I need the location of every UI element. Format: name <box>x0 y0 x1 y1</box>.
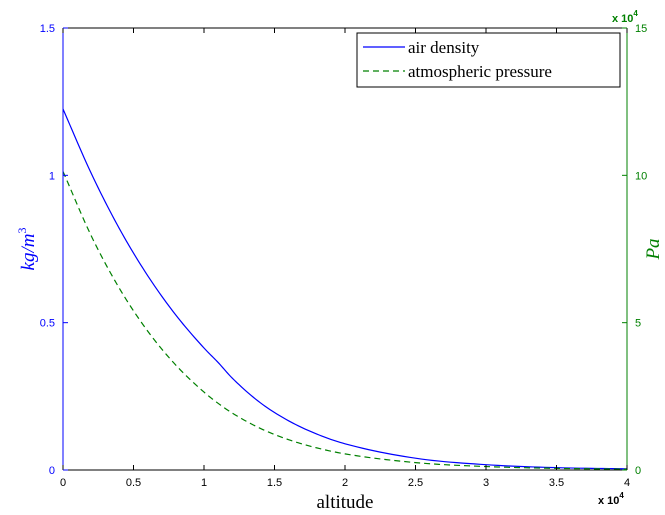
left-y-axis-label-base: kg/m <box>18 234 39 271</box>
x-tick-label: 4 <box>624 477 630 489</box>
x-tick-label: 2.5 <box>408 477 423 489</box>
right-y-axis-label: Pa <box>643 238 664 260</box>
right-axis-exponent-base: x 10 <box>612 13 633 25</box>
right-axis-exponent: x 104 <box>612 9 638 25</box>
x-tick-label: 1 <box>201 477 207 489</box>
left-y-tick-label: 1.5 <box>40 23 55 35</box>
x-tick-label: 0 <box>60 477 66 489</box>
right-y-tick-label: 15 <box>635 23 647 35</box>
left-y-axis-label-sup: 3 <box>15 228 29 234</box>
left-y-tick-label: 0 <box>49 465 55 477</box>
right-axis-exponent-power: 4 <box>633 9 638 18</box>
left-y-tick-label: 0.5 <box>40 318 55 330</box>
legend-label-air-density: air density <box>408 38 480 57</box>
plot-area <box>63 28 627 470</box>
x-axis-exponent-power: 4 <box>619 491 624 500</box>
legend-label-atmospheric-pressure: atmospheric pressure <box>408 62 552 81</box>
series-layer <box>62 108 628 470</box>
x-axis-label: altitude <box>317 492 374 513</box>
x-tick-label: 0.5 <box>126 477 141 489</box>
legend: air density atmospheric pressure <box>356 32 621 88</box>
x-tick-label: 3 <box>483 477 489 489</box>
series-line-air-density <box>62 108 628 470</box>
right-y-tick-label: 5 <box>635 318 641 330</box>
right-y-tick-label: 10 <box>635 170 647 182</box>
x-tick-label: 1.5 <box>267 477 282 489</box>
x-tick-label: 2 <box>342 477 348 489</box>
legend-box <box>356 32 621 88</box>
right-y-tick-label: 0 <box>635 465 641 477</box>
x-tick-label: 3.5 <box>549 477 564 489</box>
left-y-axis-label: kg/m3 <box>15 228 39 271</box>
series-line-atmospheric-pressure <box>62 171 628 470</box>
x-axis-exponent: x 104 <box>598 491 624 507</box>
left-y-tick-label: 1 <box>49 170 55 182</box>
x-axis-exponent-base: x 10 <box>598 495 619 507</box>
